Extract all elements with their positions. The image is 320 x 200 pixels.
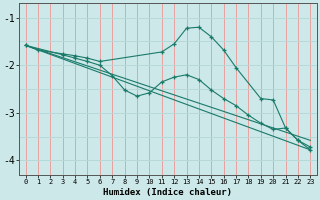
X-axis label: Humidex (Indice chaleur): Humidex (Indice chaleur) [103, 188, 232, 197]
